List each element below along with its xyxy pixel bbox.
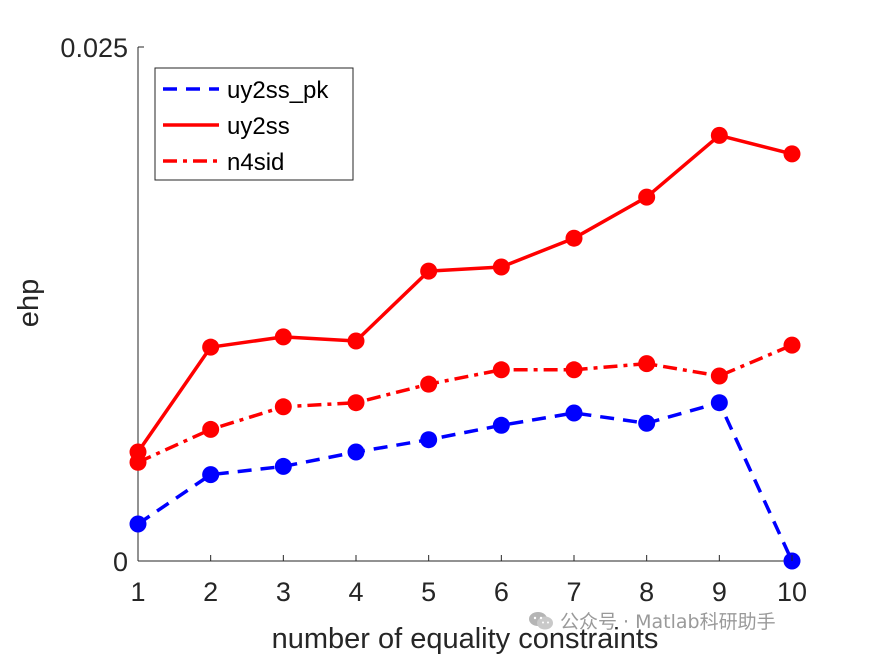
x-tick-label: 3	[276, 577, 291, 607]
legend-label: uy2ss_pk	[227, 77, 329, 104]
data-point	[347, 443, 365, 461]
data-point	[710, 394, 728, 412]
data-point	[202, 338, 220, 356]
legend-entry: n4sid	[163, 149, 284, 176]
wechat-icon	[528, 611, 554, 631]
data-point	[274, 457, 292, 475]
data-point	[565, 361, 583, 379]
data-point	[420, 431, 438, 449]
y-tick-label: 0	[113, 547, 128, 577]
x-tick-label: 8	[639, 577, 654, 607]
series-line	[137, 400, 794, 562]
watermark: 公众号 · Matlab科研助手	[528, 607, 776, 634]
x-tick-label: 4	[348, 577, 363, 607]
watermark-text: 公众号 · Matlab科研助手	[560, 611, 776, 633]
x-axis-label: number of equality constraints	[272, 623, 659, 655]
data-point	[565, 404, 583, 422]
series-uy2ss_pk	[129, 394, 801, 570]
y-tick-label: 0.025	[60, 33, 128, 63]
legend-entry: uy2ss	[163, 113, 290, 140]
y-axis-label: ehp	[13, 279, 45, 327]
axes	[137, 47, 792, 562]
series-layer	[129, 126, 801, 570]
data-point	[347, 332, 365, 350]
data-point	[202, 420, 220, 438]
legend-label: n4sid	[227, 149, 284, 176]
data-point	[638, 188, 656, 206]
data-point	[565, 229, 583, 247]
data-point	[638, 414, 656, 432]
data-point	[129, 453, 147, 471]
x-tick-label: 1	[130, 577, 145, 607]
tick-labels: 1 2 3 4 5 6 7 8 9 10 0 0.025	[60, 33, 807, 607]
data-point	[492, 416, 510, 434]
data-point	[710, 367, 728, 385]
legend: uy2ss_pk uy2ss n4sid	[154, 67, 354, 181]
data-point	[347, 394, 365, 412]
data-point	[492, 258, 510, 276]
x-tick-label: 7	[566, 577, 581, 607]
data-point	[274, 398, 292, 416]
data-point	[420, 375, 438, 393]
data-point	[129, 515, 147, 533]
series-line	[136, 133, 793, 454]
data-point	[783, 145, 801, 163]
x-tick-label: 5	[421, 577, 436, 607]
x-tick-label: 9	[712, 577, 727, 607]
data-point	[638, 355, 656, 373]
data-point	[492, 361, 510, 379]
x-tick-label: 2	[203, 577, 218, 607]
data-point	[783, 336, 801, 354]
series-n4sid	[129, 336, 801, 471]
series-line	[137, 343, 793, 464]
data-point	[274, 328, 292, 346]
x-tick-label: 6	[494, 577, 509, 607]
legend-entry: uy2ss_pk	[163, 77, 329, 104]
legend-label: uy2ss	[227, 113, 290, 140]
x-tick-label: 10	[777, 577, 807, 607]
data-point	[202, 466, 220, 484]
data-point	[420, 262, 438, 280]
data-point	[710, 126, 728, 144]
